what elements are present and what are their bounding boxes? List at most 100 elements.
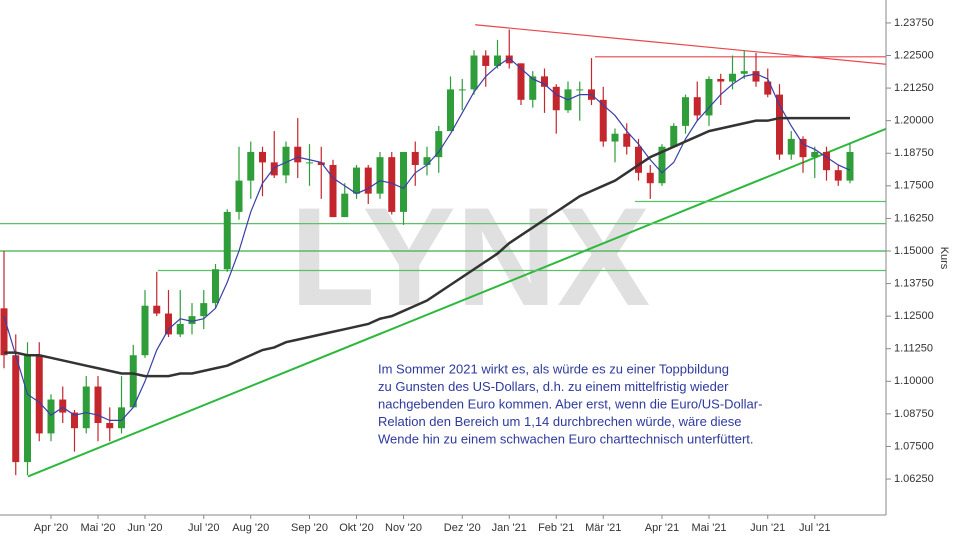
candle-body [729,73,736,82]
candle-body [364,167,372,194]
candle-body [823,151,830,171]
candle-body [306,162,313,164]
candle-body [658,146,666,184]
candle-body [611,133,619,142]
x-tick-label: Jan '21 [492,522,527,534]
candle-body [846,151,854,181]
trend-line [475,24,886,65]
x-tick-label: Nov '20 [385,522,422,534]
candle-body [282,146,290,176]
y-tick-label: 1.07500 [894,440,934,452]
candle-body [82,386,90,429]
candle-body [400,151,407,212]
y-tick-label: 1.23750 [894,17,934,29]
candle-body [576,89,584,91]
x-tick-label: Mai '21 [691,522,726,534]
candle-body [423,157,431,165]
candle-body [176,323,184,335]
annotation-text: zu Gunsten des US-Dollars, d.h. zu einem… [378,379,729,394]
candle-body [811,151,819,158]
annotation-text: Im Sommer 2021 wirkt es, als würde es zu… [378,361,729,376]
y-tick-label: 1.11250 [894,343,933,355]
candle-body [717,78,725,82]
y-tick-label: 1.16250 [894,212,934,224]
y-tick-label: 1.18750 [894,147,934,159]
y-tick-label: 1.17500 [894,180,934,192]
x-tick-label: Apr '20 [34,522,69,534]
y-tick-label: 1.21250 [894,82,934,94]
candle-body [482,55,490,66]
candle-body [388,157,396,212]
plot-area [0,24,886,478]
candle-body [740,71,748,74]
x-tick-label: Jul '21 [799,522,830,534]
candle-body [447,89,454,132]
candle-body [776,94,783,155]
y-tick-label: 1.10000 [894,375,934,387]
candle-body [71,412,78,429]
candle-body [141,305,149,356]
x-tick-label: Mai '20 [80,522,115,534]
candle-body [153,305,161,314]
x-tick-label: Mär '21 [585,522,621,534]
x-tick-label: Sep '20 [291,522,328,534]
annotation-text: Relation den Bereich um 1,14 durchbreche… [378,414,742,429]
trend-line [27,127,886,478]
candle-body [670,125,678,147]
moving-average [4,116,850,378]
candle-body [341,193,349,218]
candle-body [212,269,219,304]
candle-body [47,399,55,434]
y-axis-label: Kurs [938,247,950,270]
candle-body [24,355,31,463]
candle-body [294,146,302,163]
candle-body [505,55,513,64]
candle-body [35,355,43,434]
candle-body [799,138,807,158]
x-tick-label: Jul '20 [188,522,219,534]
candle-body [235,180,243,212]
candle-body [470,55,478,90]
candle-body [270,162,278,176]
y-tick-label: 1.13750 [894,277,934,289]
candle-body [646,172,654,184]
x-tick-label: Jun '20 [127,522,162,534]
y-tick-label: 1.22500 [894,49,934,61]
candle-body [682,97,689,126]
y-tick-label: 1.08750 [894,408,934,420]
y-tick-label: 1.15000 [894,245,934,257]
candle-body [435,131,443,158]
candle-body [517,63,525,100]
candle-body [787,138,795,155]
candle-body [834,170,842,181]
candle-body [12,355,20,463]
candle-body [376,157,384,194]
candle-body [458,89,466,91]
x-tick-label: Dez '20 [444,522,481,534]
candle-body [705,78,713,116]
x-tick-label: Jun '21 [750,522,785,534]
candle-body [94,386,102,423]
y-tick-label: 1.06250 [894,473,934,485]
candle-body [247,151,255,181]
candle-body [411,151,419,165]
candle-body [165,313,172,335]
x-tick-label: Feb '21 [538,522,574,534]
candle-body [623,133,631,147]
candle-body [494,55,501,66]
x-tick-label: Okt '20 [339,522,374,534]
candle-body [188,316,196,324]
y-tick-label: 1.20000 [894,115,934,127]
moving-average [3,57,851,421]
candle-body [317,162,325,165]
x-tick-label: Aug '20 [232,522,269,534]
x-tick-label: Apr '21 [645,522,680,534]
candle-body [129,355,137,408]
candle-body [106,422,114,429]
candle-body [752,71,760,82]
candle-body [118,407,125,429]
candle-body [764,81,772,95]
watermark: LYNX [290,178,651,335]
candle-body [200,303,208,317]
